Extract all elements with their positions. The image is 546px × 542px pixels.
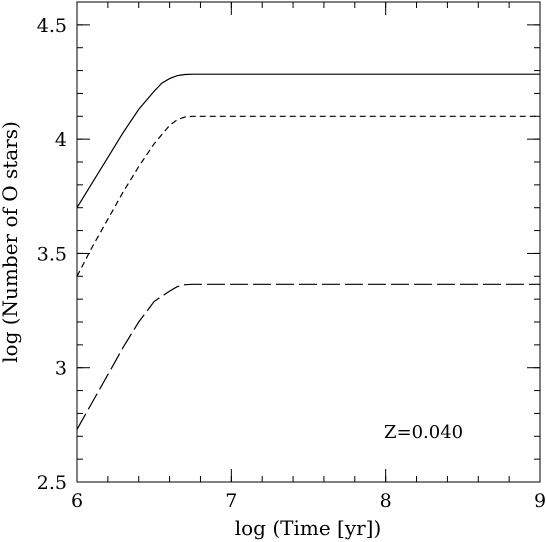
y-tick-label: 3: [55, 358, 67, 380]
x-axis-title: log (Time [yr]): [235, 516, 382, 540]
plot-frame: [76, 1, 541, 483]
y-tick-labels: 2.5 3 3.5 4 4.5: [37, 15, 67, 494]
y-tick-label: 2.5: [37, 472, 67, 494]
series-lines: [76, 73, 540, 430]
major-ticks: [76, 2, 541, 483]
x-tick-label: 6: [71, 490, 83, 512]
annotation-metallicity: Z=0.040: [384, 422, 463, 443]
y-tick-label: 3.5: [37, 243, 67, 265]
x-tick-label: 7: [225, 490, 237, 512]
x-tick-label: 9: [534, 490, 546, 512]
series-line-dashed: [76, 115, 540, 277]
x-tick-label: 8: [380, 490, 392, 512]
series-line-solid: [76, 73, 540, 209]
y-axis-title: log (Number of O stars): [0, 121, 22, 363]
series-line-long-dashed: [76, 283, 540, 430]
y-tick-label: 4.5: [37, 15, 67, 37]
x-tick-labels: 6 7 8 9: [71, 490, 546, 512]
y-tick-label: 4: [55, 129, 67, 151]
